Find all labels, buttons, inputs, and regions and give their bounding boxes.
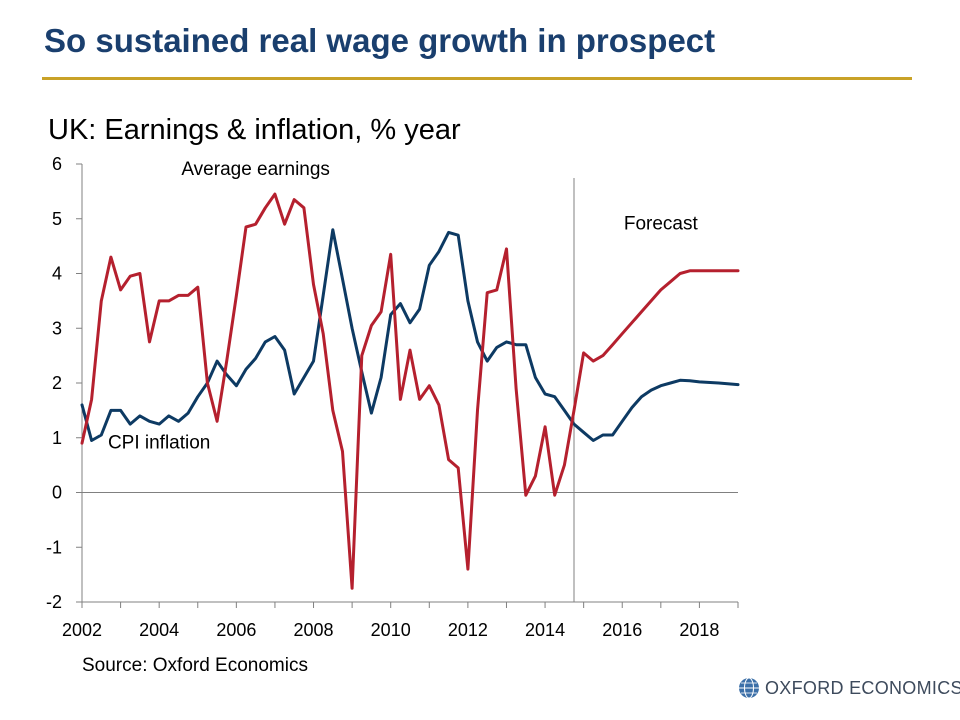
brand-logo: OXFORD ECONOMICS xyxy=(738,676,960,700)
y-tick-label: 1 xyxy=(52,428,62,448)
chart-annotations: Average earnings CPI inflation Forecast xyxy=(108,159,699,454)
line-chart: UK: Earnings & inflation, % year 6 5 4 3 2 1 0… xyxy=(46,114,740,640)
brand-name: OXFORD ECONOMICS xyxy=(765,677,960,698)
y-tick-label: 0 xyxy=(52,483,62,503)
x-tick-label: 2008 xyxy=(294,620,334,640)
x-tick-label: 2012 xyxy=(448,620,488,640)
x-tick-label: 2006 xyxy=(216,620,256,640)
y-tick-label: 5 xyxy=(52,209,62,229)
slide-title: So sustained real wage growth in prospec… xyxy=(44,22,716,59)
x-tick-label: 2016 xyxy=(602,620,642,640)
globe-icon xyxy=(739,677,759,699)
y-tick-label: 4 xyxy=(52,264,62,284)
chart-series xyxy=(80,192,740,590)
y-tick-label: 2 xyxy=(52,373,62,393)
x-tick-label: 2014 xyxy=(525,620,565,640)
y-tick-label: -2 xyxy=(46,592,62,612)
x-tick-label: 2018 xyxy=(679,620,719,640)
title-divider xyxy=(42,77,912,80)
x-tick-label: 2004 xyxy=(139,620,179,640)
y-tick-label: 6 xyxy=(52,154,62,174)
source-note: Source: Oxford Economics xyxy=(82,655,308,676)
annotation-forecast: Forecast xyxy=(624,214,699,235)
series-line-average-earnings xyxy=(80,228,740,442)
x-tick-label: 2002 xyxy=(62,620,102,640)
y-tick-label: 3 xyxy=(52,318,62,338)
y-tick-label: -1 xyxy=(46,537,62,557)
x-tick-label: 2010 xyxy=(371,620,411,640)
chart-title: UK: Earnings & inflation, % year xyxy=(48,114,461,146)
annotation-average-earnings: Average earnings xyxy=(181,159,330,180)
series-line-cpi-inflation xyxy=(80,192,740,590)
annotation-cpi-inflation: CPI inflation xyxy=(108,433,210,454)
